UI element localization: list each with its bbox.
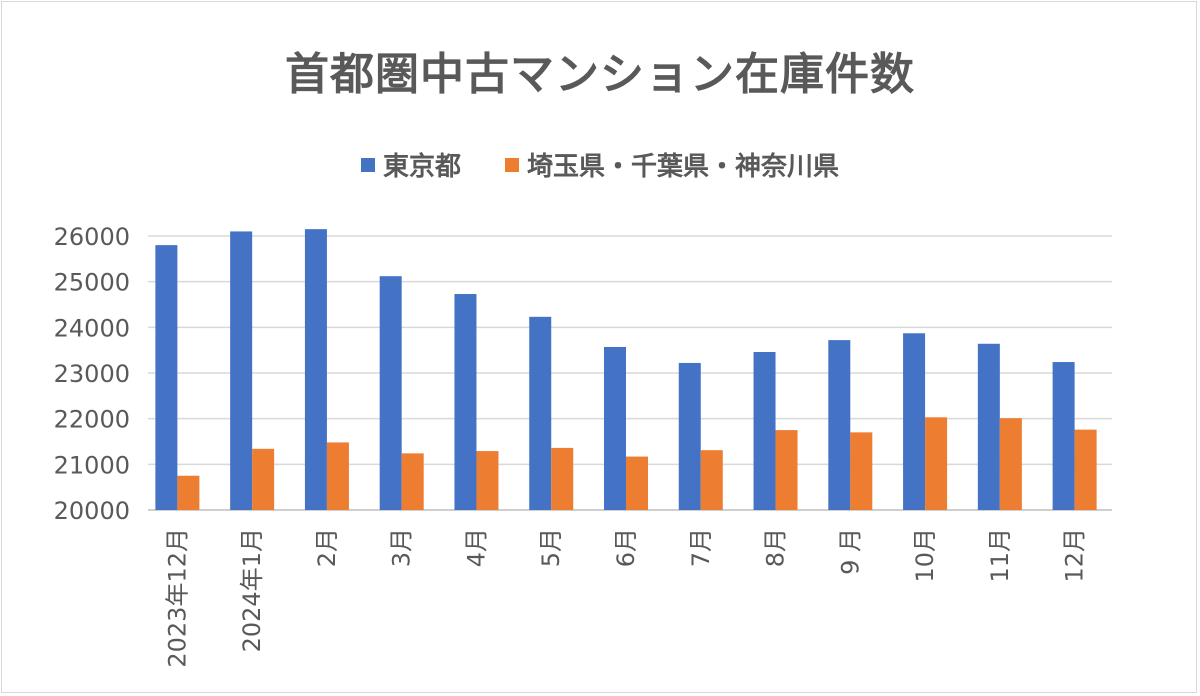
- x-tick-label: 7月: [687, 528, 715, 567]
- legend-item-suburbs: 埼玉県・千葉県・神奈川県: [505, 146, 839, 183]
- legend-label-tokyo: 東京都: [382, 152, 461, 182]
- x-tick-label: 8月: [762, 528, 790, 567]
- bar-suburbs: [252, 448, 275, 510]
- bar-tokyo: [155, 245, 178, 510]
- bar-suburbs: [326, 442, 349, 510]
- x-tick-label: 2024年1月: [238, 528, 266, 652]
- bar-suburbs: [476, 451, 499, 510]
- legend-swatch-suburbs: [505, 157, 519, 172]
- x-tick-label: 4月: [462, 528, 490, 567]
- x-tick-label: 11月: [986, 528, 1014, 583]
- y-tick-label: 23000: [54, 360, 130, 388]
- y-tick-label: 24000: [54, 314, 130, 342]
- legend-label-suburbs: 埼玉県・千葉県・神奈川県: [527, 152, 840, 182]
- bar-suburbs: [850, 432, 873, 510]
- x-tick-label: 3月: [388, 528, 416, 567]
- bar-suburbs: [1074, 429, 1097, 510]
- bar-suburbs: [401, 453, 424, 510]
- bar-tokyo: [304, 229, 327, 510]
- y-tick-label: 20000: [54, 497, 130, 525]
- x-tick-label: 9 月: [836, 528, 864, 575]
- bar-tokyo: [529, 316, 552, 510]
- x-tick-label: 2023年12月: [163, 528, 191, 668]
- bar-tokyo: [604, 346, 626, 510]
- bar-suburbs: [700, 450, 723, 510]
- x-tick-label: 6月: [612, 528, 640, 567]
- chart-title: 首都圏中古マンション在庫件数: [285, 49, 915, 100]
- x-tick-label: 10月: [911, 528, 939, 583]
- x-tick-label: 2月: [313, 528, 341, 567]
- bar-tokyo: [230, 231, 253, 510]
- bar-suburbs: [775, 430, 798, 510]
- bar-tokyo: [753, 351, 776, 510]
- y-tick-label: 21000: [54, 451, 130, 479]
- y-tick-label: 26000: [54, 223, 130, 251]
- bar-suburbs: [925, 417, 948, 510]
- bar-tokyo: [828, 340, 851, 510]
- bar-suburbs: [999, 418, 1022, 510]
- bar-tokyo: [678, 362, 701, 510]
- bar-suburbs: [177, 475, 200, 510]
- y-tick-label: 25000: [54, 269, 130, 297]
- bar-suburbs: [551, 447, 574, 510]
- y-tick-label: 22000: [54, 406, 130, 434]
- bar-tokyo: [977, 343, 1000, 510]
- x-tick-label: 12月: [1061, 528, 1089, 583]
- legend-swatch-tokyo: [360, 157, 375, 172]
- legend-item-tokyo: 東京都: [360, 146, 461, 183]
- bar-tokyo: [379, 276, 402, 510]
- bar-tokyo: [1052, 362, 1075, 510]
- bar-tokyo: [454, 293, 477, 510]
- chart-legend: 東京都 埼玉県・千葉県・神奈川県: [0, 146, 1200, 183]
- bar-tokyo: [903, 333, 926, 510]
- x-tick-label: 5月: [537, 528, 565, 567]
- bar-suburbs: [626, 456, 648, 510]
